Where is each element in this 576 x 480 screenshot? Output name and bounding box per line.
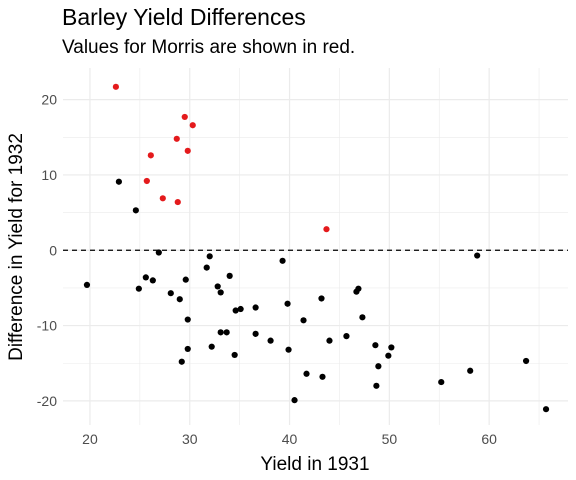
morris-point	[184, 147, 191, 154]
data-point	[319, 373, 326, 380]
data-point	[142, 274, 149, 281]
data-point	[373, 382, 380, 389]
y-tick-label: 0	[49, 242, 57, 258]
data-point	[223, 329, 230, 336]
x-tick-label: 40	[282, 431, 298, 447]
data-point	[355, 285, 362, 292]
data-point	[132, 207, 139, 214]
data-point	[291, 397, 298, 404]
data-point	[284, 300, 291, 307]
x-tick-label: 30	[182, 431, 198, 447]
data-point	[300, 317, 307, 324]
data-point	[135, 285, 142, 292]
data-point	[182, 276, 189, 283]
minor-gridlines	[63, 68, 568, 425]
y-tick-label: 20	[41, 92, 57, 108]
data-point	[303, 370, 310, 377]
morris-point	[143, 177, 150, 185]
data-point	[167, 290, 174, 297]
y-tick-label: 10	[41, 167, 57, 183]
y-tick-label: -10	[37, 318, 57, 334]
data-point	[176, 296, 183, 303]
data-point	[326, 337, 333, 344]
data-point	[83, 281, 91, 289]
x-axis-title: Yield in 1931	[260, 454, 369, 475]
y-axis-title: Difference in Yield for 1932	[6, 133, 27, 361]
data-point	[232, 307, 239, 314]
data-point	[279, 257, 286, 264]
x-tick-label: 20	[82, 431, 98, 447]
y-tick-label: -20	[37, 393, 57, 409]
data-point	[206, 253, 213, 260]
chart-subtitle: Values for Morris are shown in red.	[62, 37, 356, 58]
data-points	[83, 83, 550, 413]
morris-point	[112, 83, 119, 90]
x-axis-tick-labels: 20 30 40 50 60	[82, 431, 497, 447]
morris-point	[173, 135, 180, 142]
data-point	[208, 343, 215, 350]
data-point	[474, 252, 481, 259]
data-point	[343, 333, 350, 340]
major-gridlines	[63, 68, 568, 425]
data-point	[226, 272, 233, 279]
x-tick-label: 50	[382, 431, 398, 447]
data-point	[252, 330, 259, 337]
data-point	[285, 346, 292, 353]
data-point	[217, 289, 224, 296]
data-point	[217, 329, 224, 336]
data-point	[385, 352, 392, 359]
data-point	[184, 345, 191, 353]
data-point	[184, 316, 191, 323]
y-axis-tick-labels: -20 -10 0 10 20	[37, 92, 57, 409]
data-point	[178, 358, 185, 365]
data-point	[149, 277, 156, 284]
data-point	[467, 367, 474, 374]
data-point	[375, 363, 382, 370]
morris-point	[181, 113, 188, 121]
morris-point	[323, 226, 330, 233]
data-point	[115, 178, 122, 185]
data-point	[237, 305, 244, 313]
data-point	[522, 357, 530, 365]
data-point	[155, 249, 162, 256]
data-point	[388, 344, 395, 351]
data-point	[438, 378, 445, 386]
morris-point	[159, 195, 166, 202]
data-point	[372, 342, 379, 349]
data-point	[203, 264, 210, 271]
data-point	[267, 337, 274, 344]
data-point	[542, 406, 550, 413]
morris-point	[147, 152, 154, 159]
morris-point	[189, 122, 196, 129]
chart-title: Barley Yield Differences	[62, 4, 306, 30]
data-point	[359, 314, 366, 321]
data-point	[318, 295, 325, 302]
morris-point	[174, 198, 181, 206]
data-point	[214, 283, 221, 290]
data-point	[231, 351, 238, 359]
data-point	[252, 304, 259, 311]
x-tick-label: 60	[481, 431, 497, 447]
